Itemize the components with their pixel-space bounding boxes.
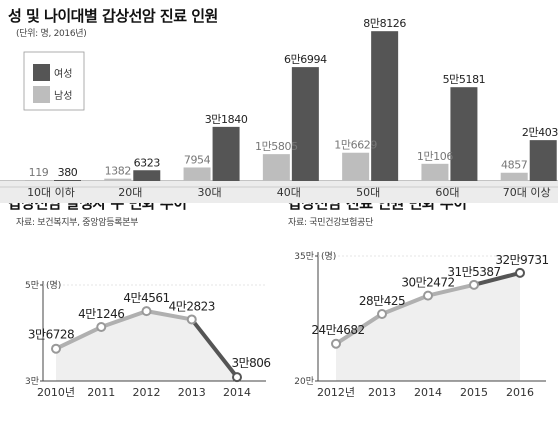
left-chart-y-tick-label-top: 5만	[25, 280, 39, 291]
right-chart-y-tick-label-bottom: 20만	[294, 376, 314, 387]
left-chart-y-tick-label-bottom: 3만	[25, 376, 39, 387]
bar-female	[133, 170, 161, 181]
left-chart-data-label: 4만2823	[169, 299, 215, 313]
left-chart-line-segment	[99, 309, 149, 330]
left-chart-x-tick-label: 2010년	[37, 386, 75, 399]
right-chart-x-tick-label: 2013	[368, 386, 396, 399]
right-chart-data-label: 31만5387	[447, 265, 500, 279]
right-chart-point	[423, 290, 433, 301]
left-chart-point	[51, 343, 61, 354]
left-chart-x-tick-label: 2012	[133, 386, 161, 399]
right-chart-x-tick-label: 2016	[506, 386, 534, 399]
bar-male	[104, 178, 132, 181]
bar-female	[529, 140, 557, 181]
right-chart-data-label: 32만9731	[495, 253, 548, 267]
left-chart-data-label: 3만6728	[28, 328, 74, 342]
legend-swatch-male	[33, 86, 50, 103]
bar-female-label: 8만8126	[363, 17, 406, 30]
bar-female	[371, 31, 399, 181]
right-chart-source: 자료: 국민건강보험공단	[288, 218, 374, 228]
left-chart-x-tick-label: 2011	[87, 386, 115, 399]
category-label: 60대	[435, 186, 459, 199]
left-chart-data-label: 4만1246	[78, 307, 124, 321]
bar-male-label: 1만6629	[334, 139, 377, 152]
right-chart-area	[336, 272, 520, 381]
bar-female	[291, 67, 319, 181]
bar-female	[54, 180, 81, 181]
right-chart-unit-label: (명)	[321, 251, 336, 262]
right-chart-x-tick-label: 2012년	[317, 386, 355, 399]
left-chart-unit-label: (명)	[46, 280, 61, 291]
right-chart-line-segment	[426, 282, 476, 298]
bar-female-label: 6323	[134, 156, 161, 169]
category-label: 10대 이하	[27, 185, 75, 199]
top-chart-unit: (단위: 명, 2016년)	[16, 29, 87, 39]
right-chart-data-label: 24만4682	[311, 323, 364, 337]
right-chart-data-label: 30만2472	[401, 276, 454, 290]
bar-female	[212, 126, 240, 181]
left-chart-line-segment	[189, 317, 239, 380]
left-chart-x-tick-label: 2014	[223, 386, 251, 399]
left-chart-x-tick-label: 2013	[178, 386, 206, 399]
right-chart-y-tick-label-top: 35만	[294, 251, 314, 262]
right-chart-x-tick-label: 2015	[460, 386, 488, 399]
left-chart-line-segment	[54, 325, 104, 351]
legend-label-female: 여성	[54, 68, 72, 80]
bar-male-label: 1382	[105, 165, 131, 178]
category-label: 20대	[118, 186, 142, 199]
legend-swatch-female	[33, 64, 50, 81]
right-chart-line-segment	[334, 311, 384, 346]
bar-male-label: 4857	[501, 159, 528, 172]
left-chart-data-label: 4만4561	[123, 291, 169, 305]
right-chart-point	[469, 279, 479, 290]
bar-male-label: 1만106	[417, 150, 454, 163]
left-chart-data-label: 3만806	[231, 356, 270, 370]
top-chart-title: 성 및 나이대별 갑상선암 진료 인원	[8, 7, 218, 25]
left-chart-point	[232, 372, 242, 383]
bar-female-label: 5만5181	[443, 73, 486, 86]
bar-male-label: 7954	[184, 153, 211, 166]
bar-male	[500, 172, 528, 181]
right-chart-point	[331, 338, 341, 349]
category-label: 30대	[198, 186, 222, 199]
bar-female-label: 3만1840	[205, 113, 248, 126]
left-chart-area	[56, 311, 237, 381]
bar-male	[262, 154, 290, 181]
right-chart-point	[515, 267, 525, 278]
bar-female-label: 2만4035	[522, 126, 558, 139]
bar-female-label: 6만6994	[284, 53, 327, 66]
category-label: 50대	[356, 186, 380, 199]
bar-male-label: 1만5805	[255, 140, 298, 153]
left-chart-point	[96, 322, 107, 333]
bar-male-label: 119	[29, 166, 49, 179]
category-label: 70대 이상	[503, 186, 551, 199]
left-chart-point	[186, 314, 197, 325]
right-chart-line-segment	[472, 270, 522, 287]
right-chart-data-label: 28만425	[359, 294, 405, 308]
right-chart-x-tick-label: 2014	[414, 386, 442, 399]
bar-male	[342, 152, 370, 181]
right-chart-point	[377, 308, 387, 319]
category-label: 40대	[277, 186, 301, 199]
legend-label-male: 남성	[54, 90, 72, 102]
left-chart-line-segment	[144, 309, 194, 322]
bar-male	[183, 167, 211, 181]
left-chart-source: 자료: 보건복지부, 중앙암등록본부	[16, 218, 139, 228]
bar-female-label: 380	[58, 166, 78, 179]
bar-male	[25, 180, 52, 181]
right-chart-line-segment	[380, 293, 430, 316]
bar-female	[450, 87, 478, 181]
bar-male	[421, 163, 449, 181]
left-chart-point	[141, 306, 152, 317]
